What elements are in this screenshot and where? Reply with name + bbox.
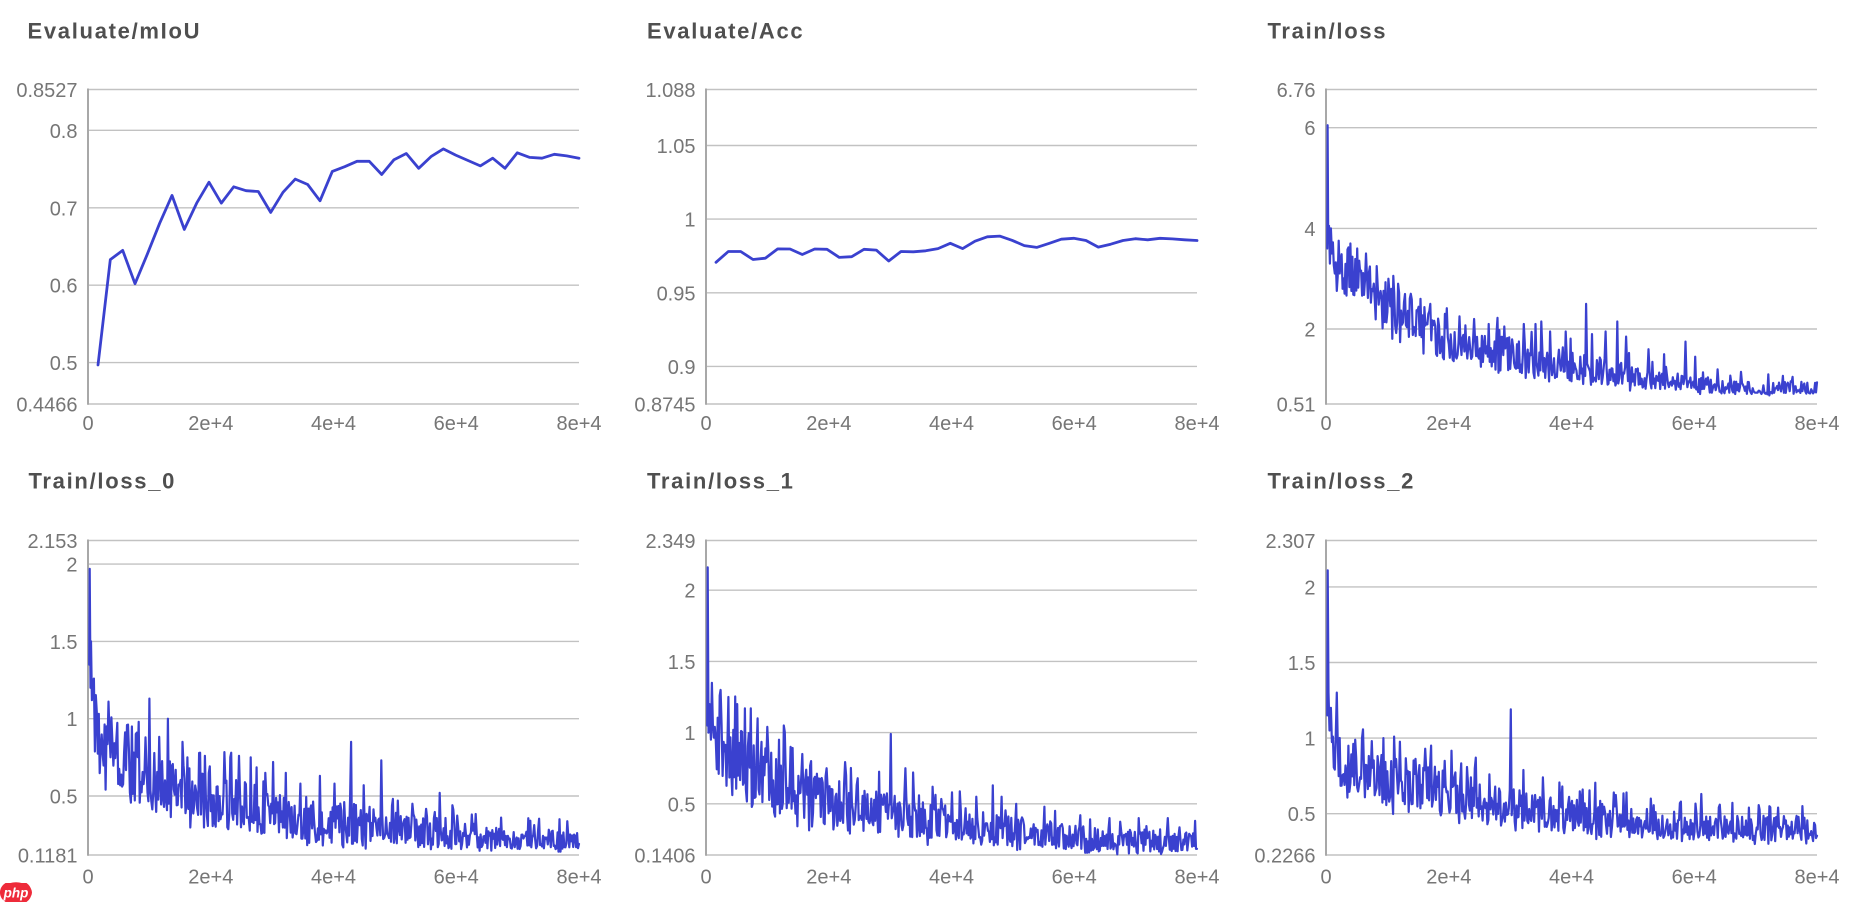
svg-text:0.5: 0.5 xyxy=(668,794,696,816)
svg-text:0.9: 0.9 xyxy=(668,357,696,379)
svg-text:0.8: 0.8 xyxy=(50,121,78,143)
svg-text:6e+4: 6e+4 xyxy=(434,867,479,889)
svg-text:8e+4: 8e+4 xyxy=(556,867,601,889)
svg-text:1.05: 1.05 xyxy=(657,136,696,158)
svg-text:8e+4: 8e+4 xyxy=(556,413,601,435)
svg-text:1: 1 xyxy=(684,210,695,232)
svg-text:Evaluate/mIoU: Evaluate/mIoU xyxy=(28,19,202,44)
svg-text:0.7: 0.7 xyxy=(50,198,78,220)
svg-text:Evaluate/Acc: Evaluate/Acc xyxy=(647,19,804,44)
svg-text:1: 1 xyxy=(684,723,695,745)
svg-text:2: 2 xyxy=(66,555,77,577)
svg-text:php: php xyxy=(3,886,29,901)
svg-text:0: 0 xyxy=(700,413,711,435)
svg-text:0: 0 xyxy=(82,867,93,889)
svg-text:Train/loss_2: Train/loss_2 xyxy=(1268,469,1416,494)
svg-text:4e+4: 4e+4 xyxy=(929,413,974,435)
svg-text:4: 4 xyxy=(1304,219,1315,241)
svg-text:1: 1 xyxy=(1304,729,1315,751)
svg-text:2: 2 xyxy=(1304,320,1315,342)
svg-text:1.5: 1.5 xyxy=(50,632,78,654)
svg-text:2e+4: 2e+4 xyxy=(188,413,233,435)
svg-text:1.5: 1.5 xyxy=(668,652,696,674)
svg-text:2e+4: 2e+4 xyxy=(1426,413,1471,435)
svg-text:2.307: 2.307 xyxy=(1265,531,1315,553)
svg-text:4e+4: 4e+4 xyxy=(1549,413,1594,435)
svg-text:2e+4: 2e+4 xyxy=(806,867,851,889)
svg-text:6e+4: 6e+4 xyxy=(1052,413,1097,435)
svg-text:2.153: 2.153 xyxy=(27,531,77,553)
svg-text:6.76: 6.76 xyxy=(1277,80,1316,102)
svg-text:8e+4: 8e+4 xyxy=(1794,867,1839,889)
svg-text:6e+4: 6e+4 xyxy=(1672,867,1717,889)
svg-text:2: 2 xyxy=(684,581,695,603)
svg-text:8e+4: 8e+4 xyxy=(1174,867,1219,889)
svg-text:Train/loss: Train/loss xyxy=(1268,19,1388,44)
svg-text:4e+4: 4e+4 xyxy=(311,867,356,889)
svg-text:0.8527: 0.8527 xyxy=(16,80,77,102)
svg-text:0.6: 0.6 xyxy=(50,276,78,298)
svg-text:6e+4: 6e+4 xyxy=(1672,413,1717,435)
svg-text:1.088: 1.088 xyxy=(645,80,695,102)
svg-text:0.2266: 0.2266 xyxy=(1254,846,1315,868)
svg-text:6e+4: 6e+4 xyxy=(1052,867,1097,889)
svg-text:2e+4: 2e+4 xyxy=(806,413,851,435)
svg-text:4e+4: 4e+4 xyxy=(1549,867,1594,889)
svg-text:1.5: 1.5 xyxy=(1288,653,1316,675)
svg-text:0.95: 0.95 xyxy=(657,283,696,305)
svg-text:1: 1 xyxy=(66,709,77,731)
svg-text:0.4466: 0.4466 xyxy=(16,395,77,417)
svg-text:2: 2 xyxy=(1304,577,1315,599)
svg-text:0.5: 0.5 xyxy=(50,787,78,809)
svg-text:0.51: 0.51 xyxy=(1277,395,1316,417)
svg-text:0: 0 xyxy=(82,413,93,435)
svg-text:0.1406: 0.1406 xyxy=(634,846,695,868)
svg-text:0: 0 xyxy=(700,867,711,889)
svg-text:0.5: 0.5 xyxy=(1288,804,1316,826)
svg-text:2.349: 2.349 xyxy=(645,531,695,553)
svg-text:Train/loss_1: Train/loss_1 xyxy=(647,469,795,494)
svg-text:0.8745: 0.8745 xyxy=(634,395,695,417)
svg-text:0.1181: 0.1181 xyxy=(18,846,78,868)
svg-text:2e+4: 2e+4 xyxy=(188,867,233,889)
svg-text:Train/loss_0: Train/loss_0 xyxy=(29,469,177,494)
svg-text:0: 0 xyxy=(1320,413,1331,435)
svg-text:4e+4: 4e+4 xyxy=(311,413,356,435)
svg-text:0: 0 xyxy=(1320,867,1331,889)
svg-text:8e+4: 8e+4 xyxy=(1174,413,1219,435)
svg-text:2e+4: 2e+4 xyxy=(1426,867,1471,889)
svg-text:6: 6 xyxy=(1304,118,1315,140)
svg-text:0.5: 0.5 xyxy=(50,353,78,375)
svg-text:6e+4: 6e+4 xyxy=(434,413,479,435)
svg-text:4e+4: 4e+4 xyxy=(929,867,974,889)
svg-text:8e+4: 8e+4 xyxy=(1794,413,1839,435)
